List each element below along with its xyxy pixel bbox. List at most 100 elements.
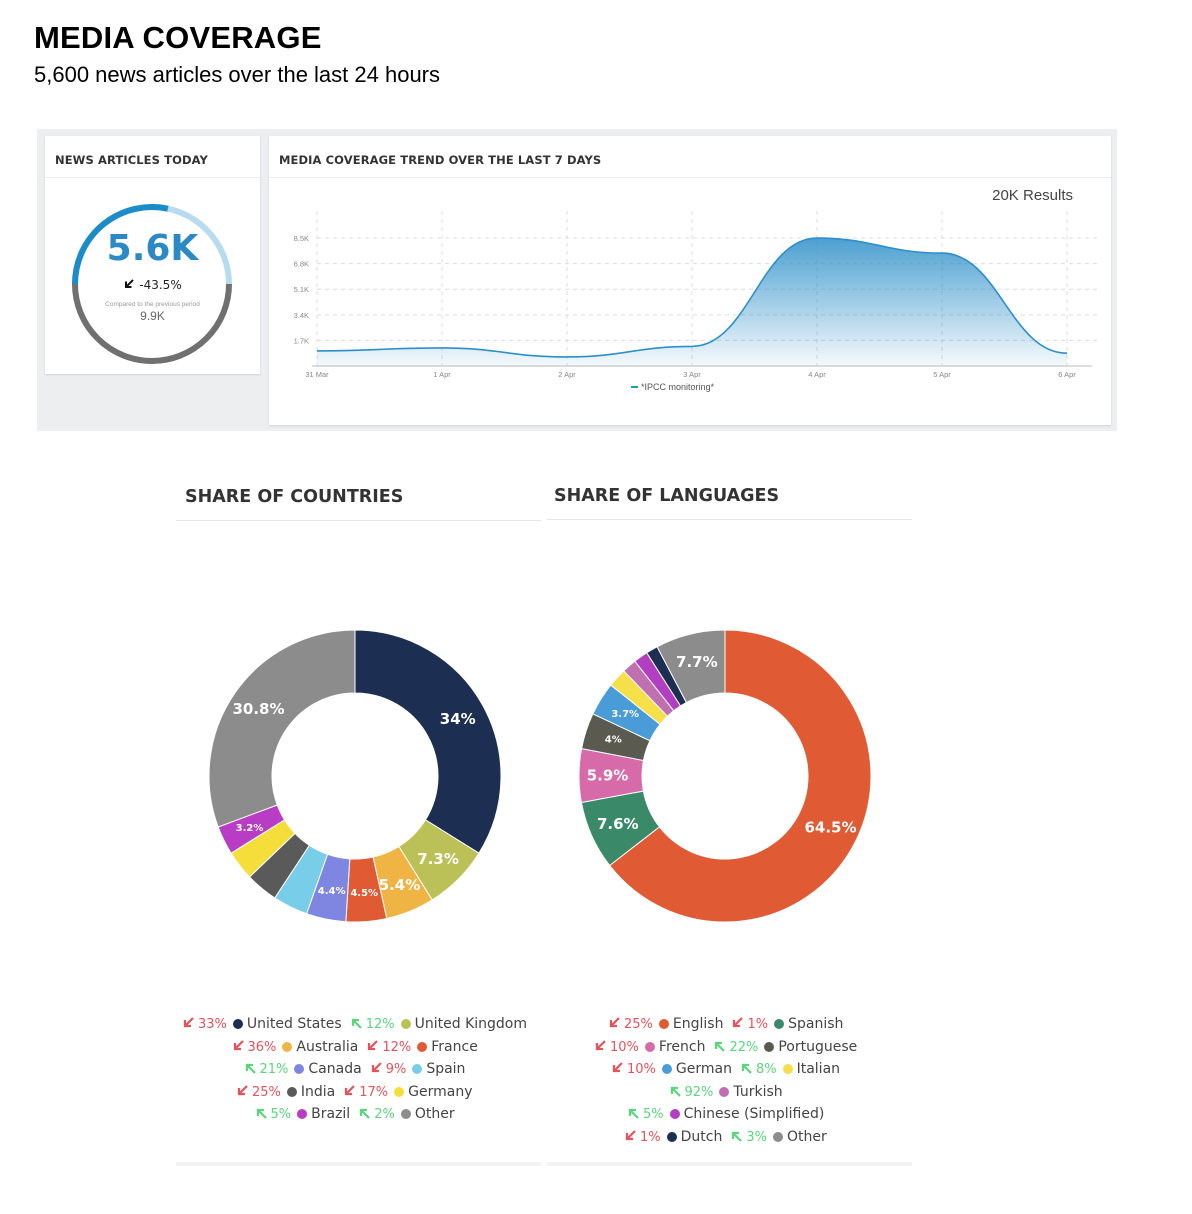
trend-chart: 1.7K 3.4K 5.1K 6.8K 8.5K 31 Mar 1 Apr 2 Apr 3 Ap… xyxy=(294,211,1097,392)
countries-donut: 34% 7.3% 5.4%4.5% 4.4% 3.2% 30.8% xyxy=(208,629,502,923)
slice-label: 5.9% xyxy=(587,767,629,785)
legend-dot xyxy=(644,1041,655,1052)
kpi-card-title: NEWS ARTICLES TODAY xyxy=(55,153,208,167)
trend-card-title: MEDIA COVERAGE TREND OVER THE LAST 7 DAY… xyxy=(279,153,602,167)
legend-change: 12% xyxy=(382,1039,412,1055)
legend-item[interactable]: 1% Dutch xyxy=(624,1127,722,1148)
legend-item[interactable]: 2% Other xyxy=(358,1104,455,1125)
page-subtitle: 5,600 news articles over the last 24 hou… xyxy=(34,62,441,87)
legend-item[interactable]: 36% Australia xyxy=(232,1037,359,1058)
legend-item[interactable]: 10% French xyxy=(594,1037,705,1058)
kpi-value: 5.6K xyxy=(106,228,199,269)
legend-label: Other xyxy=(786,1129,827,1145)
y-tick-label: 6.8K xyxy=(294,260,309,269)
arrow-down-left-icon xyxy=(371,1062,382,1073)
x-tick-label: 31 Mar xyxy=(305,370,329,379)
slice-label: 7.6% xyxy=(597,815,639,833)
legend-dot xyxy=(782,1064,793,1075)
donut-slice xyxy=(354,629,502,854)
legend-item[interactable]: 3% Other xyxy=(730,1127,827,1148)
arrow-up-left-icon xyxy=(741,1064,752,1074)
arrow-up-left-icon xyxy=(732,1131,743,1142)
legend-item[interactable]: 21% Canada xyxy=(244,1059,362,1080)
legend-item[interactable]: 25% English xyxy=(608,1014,723,1035)
legend-row: 33% United States 12% United Kingdom xyxy=(182,1014,535,1034)
legend-item[interactable]: 12% United Kingdom xyxy=(350,1014,527,1035)
trend-line xyxy=(316,237,1068,358)
arrow-up-left-icon xyxy=(715,1041,726,1052)
slice-label: 4.5% xyxy=(350,888,378,899)
legend-dot xyxy=(412,1064,423,1075)
arrow-down-left-icon xyxy=(733,1017,744,1028)
arrow-up-left-icon xyxy=(628,1109,639,1120)
y-tick-label: 1.7K xyxy=(294,336,309,345)
languages-title: SHARE OF LANGUAGES xyxy=(554,486,780,506)
legend-label: Dutch xyxy=(680,1129,723,1145)
languages-divider xyxy=(547,519,912,520)
legend-item[interactable]: 1% Spanish xyxy=(731,1014,843,1035)
legend-dot xyxy=(666,1132,677,1142)
legend-dot xyxy=(661,1064,672,1075)
legend-item[interactable]: 33% United States xyxy=(182,1014,342,1035)
page-title: MEDIA COVERAGE xyxy=(34,20,322,55)
legend-label: India xyxy=(300,1083,336,1100)
legend-row: 1% Dutch 3% Other xyxy=(624,1127,835,1147)
legend-dot xyxy=(774,1019,785,1029)
slice-label: 3.2% xyxy=(236,823,264,834)
x-tick-label: 3 Apr xyxy=(683,370,701,379)
countries-divider xyxy=(176,520,541,521)
legend-item[interactable]: 12% France xyxy=(366,1037,478,1058)
donut-slice xyxy=(656,629,726,704)
slice-label: 4% xyxy=(605,735,622,746)
legend-dot xyxy=(719,1086,730,1097)
legend-item[interactable]: 5% Brazil xyxy=(255,1104,350,1125)
x-tick-label: 4 Apr xyxy=(808,370,826,379)
legend-change: 2% xyxy=(374,1107,395,1123)
legend-dot xyxy=(394,1086,405,1097)
news-articles-today-card: NEWS ARTICLES TODAY 5.6K -43.5% Compared… xyxy=(45,136,260,374)
donut-slice xyxy=(608,629,872,923)
legend-item[interactable]: 8% Italian xyxy=(740,1059,840,1080)
legend-dot xyxy=(669,1109,680,1120)
slice-label: 7.3% xyxy=(417,850,459,868)
legend-label: Other xyxy=(414,1106,455,1123)
legend-item[interactable]: 9% Spain xyxy=(370,1059,465,1080)
legend-change: 12% xyxy=(365,1017,395,1032)
legend-label: Spanish xyxy=(788,1016,844,1032)
legend-item[interactable]: 92% Turkish xyxy=(669,1082,783,1103)
gauge-bottom-arc xyxy=(72,283,232,364)
legend-change: 8% xyxy=(755,1062,777,1078)
countries-title: SHARE OF COUNTRIES xyxy=(185,487,404,507)
legend-change: 5% xyxy=(643,1107,664,1123)
slice-label: 5.4% xyxy=(379,876,421,894)
legend-row: 25% English 1% Spanish xyxy=(608,1014,851,1034)
legend-change: 36% xyxy=(247,1039,277,1055)
kpi-change-value: -43.5% xyxy=(139,278,182,292)
legend-label: Australia xyxy=(296,1038,359,1055)
legend-dot xyxy=(282,1041,293,1052)
legend-item[interactable]: 10% German xyxy=(611,1059,732,1080)
arrow-down-left-icon xyxy=(625,1130,636,1141)
card-divider xyxy=(45,177,260,178)
legend-label: United States xyxy=(246,1016,342,1032)
legend-item[interactable]: 17% Germany xyxy=(343,1082,473,1103)
legend-label: German xyxy=(675,1061,732,1078)
legend-dot xyxy=(232,1019,243,1029)
arrow-up-left-icon xyxy=(351,1018,362,1029)
legend-label: French xyxy=(658,1038,706,1055)
legend-change: 10% xyxy=(610,1039,639,1055)
legend-row: 25% India 17% Germany xyxy=(236,1082,481,1102)
kpi-gauge xyxy=(72,204,232,364)
card-divider xyxy=(269,177,1111,178)
legend-change: 1% xyxy=(640,1130,661,1145)
legend-item[interactable]: 22% Portuguese xyxy=(713,1037,857,1058)
legend-dot xyxy=(400,1109,411,1120)
legend-item[interactable]: 25% India xyxy=(236,1082,335,1103)
legend-change: 10% xyxy=(627,1062,656,1078)
legend-label: United Kingdom xyxy=(414,1016,527,1032)
legend-row: 5% Chinese (Simplified) xyxy=(627,1104,832,1124)
slice-label: 3.7% xyxy=(611,709,639,720)
trend-area xyxy=(317,238,1067,366)
arrow-up-left-icon xyxy=(256,1109,267,1120)
legend-item[interactable]: 5% Chinese (Simplified) xyxy=(627,1104,824,1125)
